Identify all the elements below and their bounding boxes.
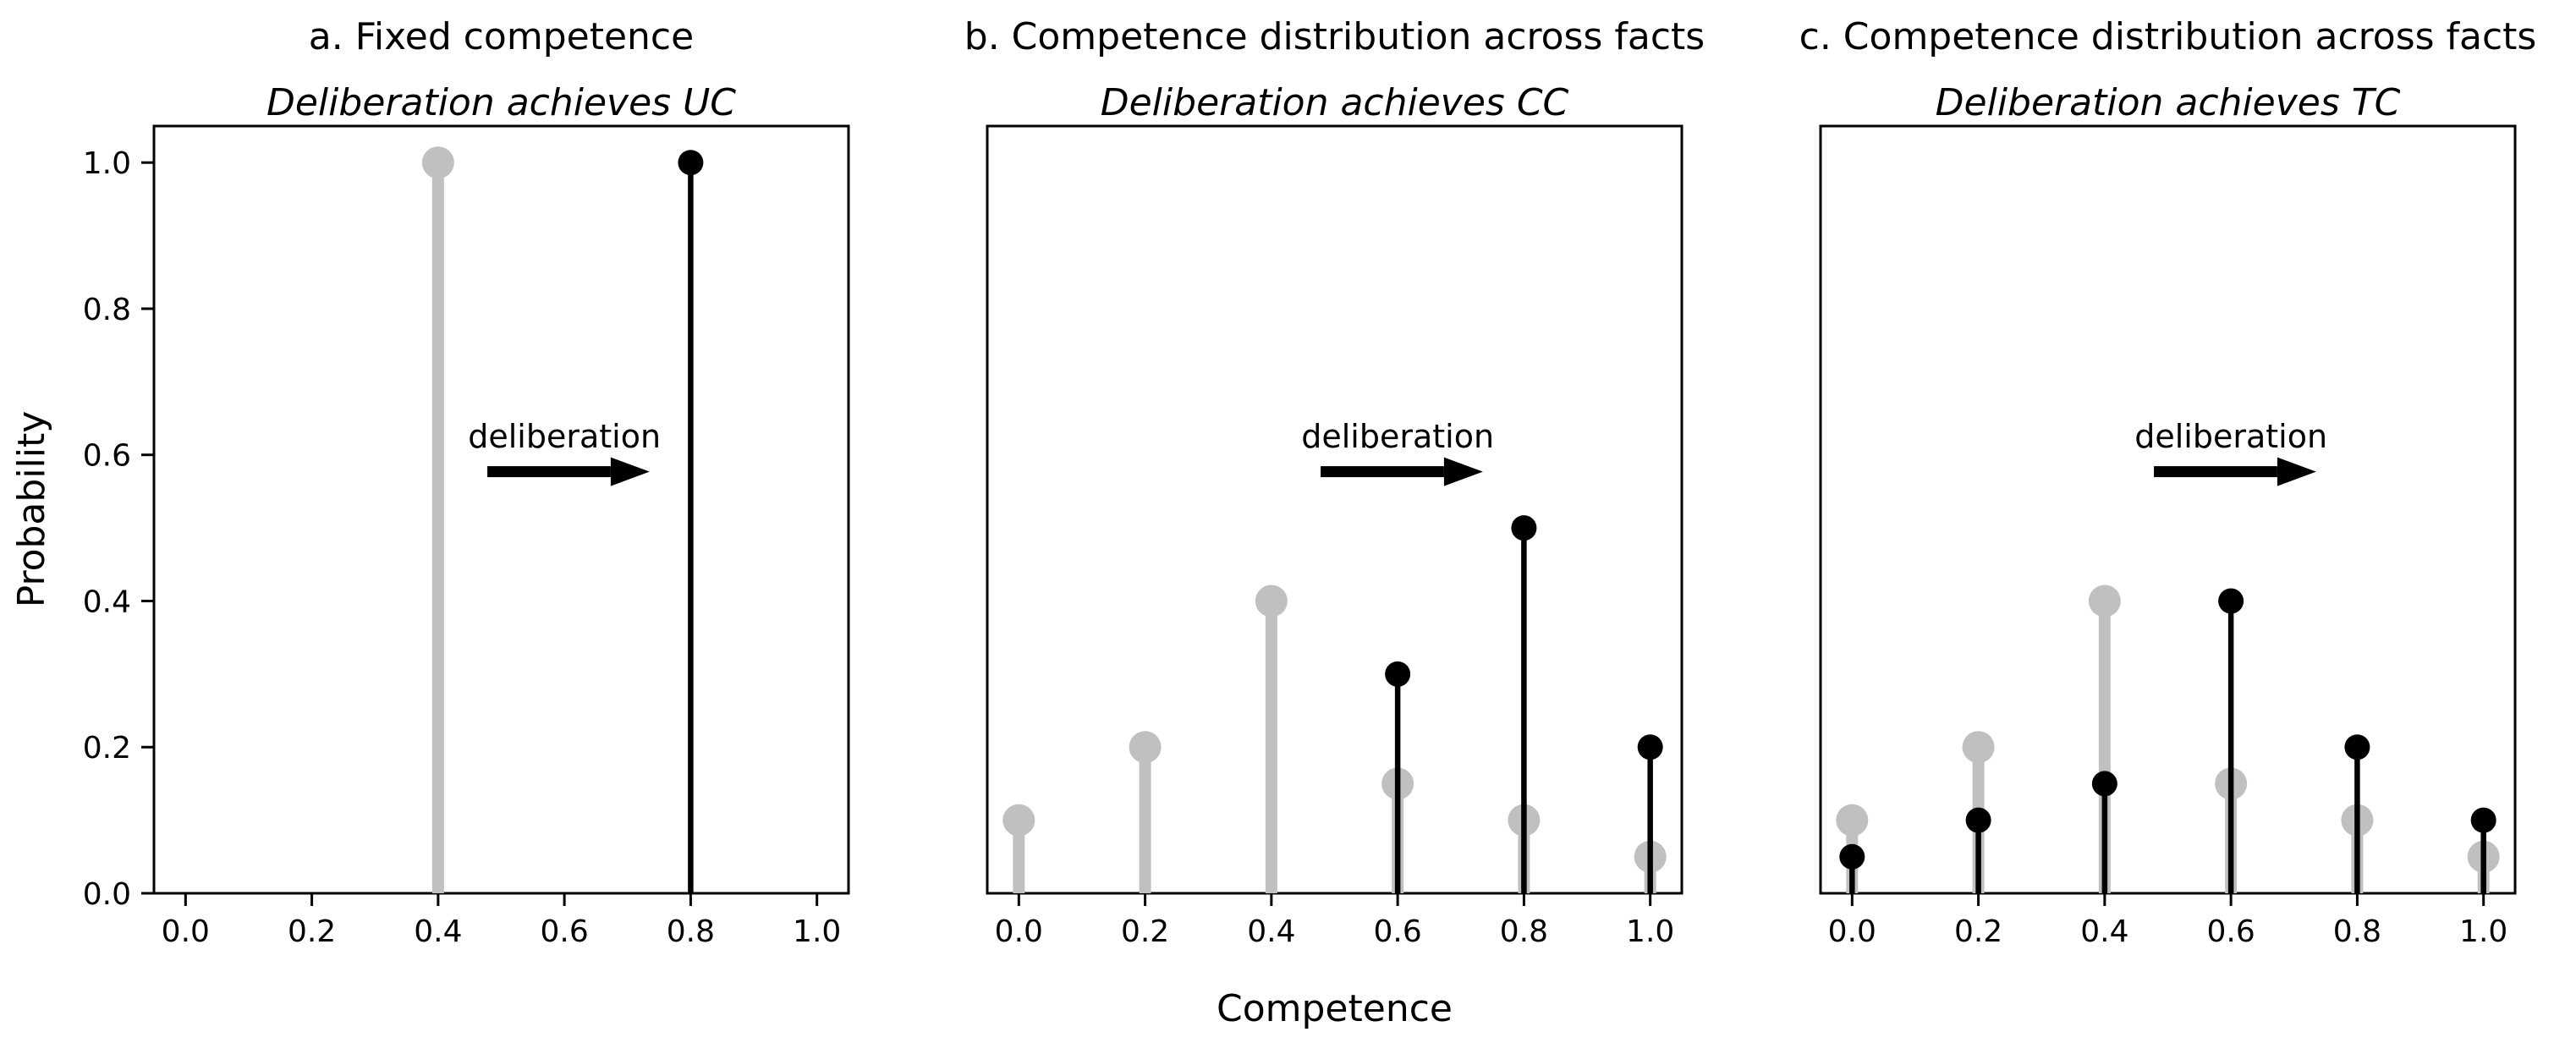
marker-before xyxy=(1836,804,1869,837)
axes-spines xyxy=(986,124,1683,895)
marker-after xyxy=(2091,771,2117,797)
x-tick-label: 0.4 xyxy=(2080,914,2128,949)
x-axis-label: Competence xyxy=(1217,987,1453,1030)
y-tick-label: 0.4 xyxy=(83,585,131,619)
panel-title: a. Fixed competence xyxy=(309,15,694,58)
panel-title: b. Competence distribution across facts xyxy=(964,15,1705,58)
series-after_deliberation xyxy=(1839,588,2496,893)
x-tick-label: 0.6 xyxy=(2207,914,2255,949)
marker-before xyxy=(1002,804,1035,837)
marker-after xyxy=(1385,661,1411,687)
panel-subtitle: Deliberation achieves UC xyxy=(266,81,736,124)
marker-after xyxy=(1511,515,1537,541)
deliberation-arrow-shaft xyxy=(487,466,611,478)
axes-spines xyxy=(152,124,850,895)
deliberation-label: deliberation xyxy=(2134,418,2327,455)
panel-a: a. Fixed competence Deliberation achieves… xyxy=(10,15,850,949)
x-tick-label: 0.2 xyxy=(1121,914,1169,949)
x-tick-label: 0.2 xyxy=(1954,914,2002,949)
deliberation-arrow-shaft xyxy=(1321,466,1444,478)
panel-title: c. Competence distribution across facts xyxy=(1799,15,2537,58)
deliberation-arrow-shaft xyxy=(2154,466,2277,478)
marker-after xyxy=(1637,734,1663,760)
y-tick-label: 0.6 xyxy=(83,439,131,474)
panel-subtitle: Deliberation achieves TC xyxy=(1936,81,2401,124)
deliberation-arrow-head xyxy=(1443,457,1483,486)
x-tick-label: 1.0 xyxy=(793,914,841,949)
panel-b: b. Competence distribution across facts D… xyxy=(964,15,1705,949)
x-tick-label: 0.4 xyxy=(414,914,462,949)
x-tick-label: 0.4 xyxy=(1247,914,1295,949)
x-tick-label: 1.0 xyxy=(2459,914,2507,949)
marker-after xyxy=(1965,807,1991,833)
deliberation-label: deliberation xyxy=(468,418,661,455)
y-axis-label: Probability xyxy=(10,411,53,608)
marker-before xyxy=(1129,731,1162,764)
x-tick-label: 0.8 xyxy=(667,914,715,949)
series-after_deliberation xyxy=(1385,515,1663,893)
panel-subtitle: Deliberation achieves CC xyxy=(1101,81,1569,124)
x-tick-label: 0.8 xyxy=(2333,914,2381,949)
x-tick-label: 0.0 xyxy=(1828,914,1876,949)
x-tick-label: 1.0 xyxy=(1626,914,1674,949)
series-after_deliberation xyxy=(678,150,704,893)
x-tick-label: 0.6 xyxy=(541,914,589,949)
y-tick-label: 0.0 xyxy=(83,877,131,912)
marker-before xyxy=(1255,585,1288,618)
marker-after xyxy=(2344,734,2370,760)
marker-after xyxy=(1839,843,1865,870)
y-tick-label: 0.2 xyxy=(83,731,131,766)
marker-before xyxy=(421,146,454,179)
x-tick-label: 0.0 xyxy=(995,914,1043,949)
x-tick-label: 0.6 xyxy=(1374,914,1422,949)
marker-after xyxy=(2218,588,2244,614)
marker-after xyxy=(2470,807,2496,833)
marker-after xyxy=(678,150,704,176)
deliberation-label: deliberation xyxy=(1301,418,1494,455)
series-before_deliberation xyxy=(421,146,454,893)
deliberation-arrow-head xyxy=(2277,457,2316,486)
x-tick-label: 0.0 xyxy=(162,914,210,949)
x-tick-label: 0.8 xyxy=(1500,914,1548,949)
marker-before xyxy=(1962,731,1995,764)
marker-before xyxy=(2088,585,2121,618)
y-tick-label: 1.0 xyxy=(83,146,131,181)
axes-spines xyxy=(1819,124,2517,895)
deliberation-arrow-head xyxy=(610,457,650,486)
panel-c: c. Competence distribution across facts D… xyxy=(1799,15,2537,949)
x-tick-label: 0.2 xyxy=(288,914,336,949)
y-tick-label: 0.8 xyxy=(83,293,131,327)
